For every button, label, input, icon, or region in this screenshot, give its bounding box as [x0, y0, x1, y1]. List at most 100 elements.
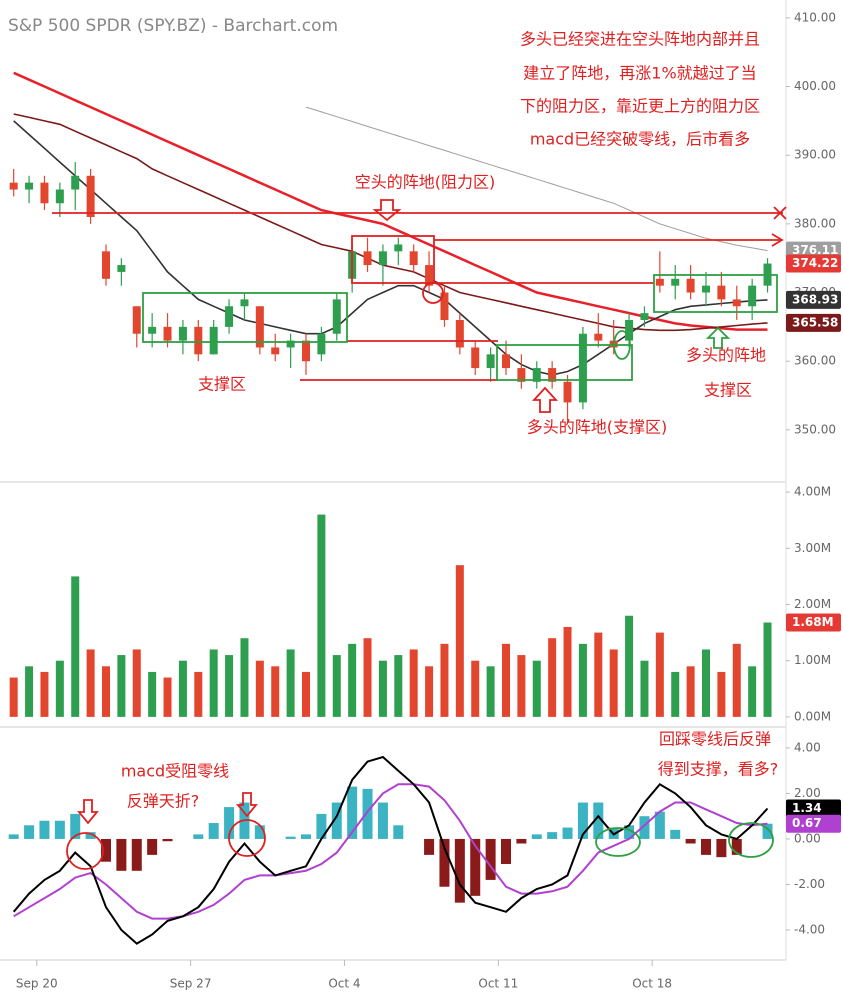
y-tick-label: 2.00	[794, 786, 821, 800]
histogram-bar	[685, 838, 696, 844]
signal-line	[13, 783, 768, 920]
histogram-bar	[101, 838, 111, 862]
price-tag	[786, 313, 841, 332]
volume-bar	[348, 643, 357, 717]
candle-body	[240, 299, 249, 307]
y-tick-label: 4.00	[794, 740, 821, 754]
histogram-bar	[562, 827, 573, 839]
histogram-bar	[654, 811, 665, 839]
volume-bar	[363, 638, 372, 717]
y-tick-label: -4.00	[794, 922, 825, 936]
support-box	[496, 344, 633, 381]
y-tick-label: 4.00M	[794, 485, 831, 499]
down-arrow	[236, 792, 258, 818]
volume-bar	[317, 514, 326, 717]
candle-body	[255, 306, 264, 348]
candle-body	[671, 278, 680, 286]
price-tag-label: 376.11	[792, 243, 838, 257]
histogram-bar	[470, 838, 481, 896]
resistance-box	[351, 235, 435, 284]
histogram-bar	[762, 823, 773, 839]
volume-bar	[194, 671, 203, 717]
histogram-bar	[593, 802, 604, 839]
histogram-bar	[193, 834, 204, 839]
candle-body	[655, 278, 664, 286]
candle-body	[55, 189, 64, 204]
histogram-bar	[531, 834, 542, 839]
down-arrow	[372, 199, 402, 222]
candle-body	[471, 347, 480, 369]
moving-average	[305, 106, 768, 252]
volume-bar	[594, 632, 603, 717]
volume-bar	[502, 643, 510, 717]
candle-body	[148, 326, 157, 334]
macd-line	[12, 755, 769, 945]
price-tag	[786, 254, 841, 273]
marks: 350.00360.00370.00380.00390.00400.00410.…	[8, 10, 841, 991]
volume-bar	[40, 671, 49, 717]
candle-body	[486, 354, 495, 369]
histogram-bar	[454, 838, 465, 903]
candle-body	[686, 278, 695, 293]
candle-body	[578, 333, 587, 403]
volume-bar	[225, 655, 234, 717]
volume-bar	[102, 666, 110, 717]
volume-bar	[409, 649, 418, 717]
y-tick-label: 0.00	[794, 831, 821, 845]
support-box	[142, 292, 348, 343]
volume-bar	[271, 666, 280, 717]
y-tick-label: 2.00M	[794, 597, 831, 611]
price-tag	[786, 814, 841, 833]
annotation: 多头的阵地	[686, 346, 766, 365]
highlight-circle	[66, 832, 104, 870]
candle-body	[409, 251, 418, 266]
candle-body	[702, 285, 710, 293]
price-tag-label: 365.58	[792, 315, 838, 329]
volume-bar	[178, 660, 187, 717]
candle-body	[9, 182, 18, 190]
up-arrow	[531, 386, 559, 413]
histogram-bar	[54, 820, 65, 839]
volume-bar	[655, 632, 664, 717]
histogram-bar	[485, 838, 496, 880]
volume-bar	[148, 671, 157, 717]
histogram-bar	[547, 832, 558, 839]
candle-body	[502, 354, 510, 369]
histogram-bar	[316, 813, 327, 839]
volume-bar	[302, 671, 310, 717]
volume-bar	[425, 666, 434, 717]
histogram-bar	[131, 838, 142, 871]
candle-body	[517, 368, 526, 382]
volume-bar	[86, 649, 95, 717]
histogram-bar	[701, 838, 711, 855]
x-tick-label: Oct 4	[328, 977, 360, 991]
candle-body	[132, 306, 141, 334]
moving-average	[13, 113, 768, 332]
candle-body	[71, 175, 80, 190]
candle-body	[194, 326, 203, 355]
annotation: macd受阻零线	[121, 762, 229, 781]
price-tag-label: 368.93	[792, 292, 838, 306]
drawings	[52, 199, 787, 870]
highlight-circle	[422, 282, 444, 304]
price-tag	[786, 290, 841, 309]
annotation: 支撑区	[198, 375, 246, 394]
volume-bar	[732, 643, 741, 717]
annotation: 支撑区	[704, 381, 752, 400]
volume-bar	[640, 660, 649, 717]
volume-bar	[440, 643, 449, 717]
annotation: 反弹天折?	[127, 792, 200, 811]
candle-body	[717, 285, 726, 300]
candle-body	[455, 320, 464, 348]
candle-body	[332, 299, 341, 334]
volume-bar	[578, 643, 587, 717]
x-tick-label: Oct 18	[632, 977, 672, 991]
histogram-bar	[39, 820, 50, 839]
volume-bar	[532, 660, 541, 717]
volume-bar	[117, 655, 126, 717]
volume-bar	[686, 666, 695, 717]
histogram-bar	[8, 834, 19, 839]
price-tag	[786, 799, 841, 818]
highlight-ellipse	[728, 822, 774, 858]
